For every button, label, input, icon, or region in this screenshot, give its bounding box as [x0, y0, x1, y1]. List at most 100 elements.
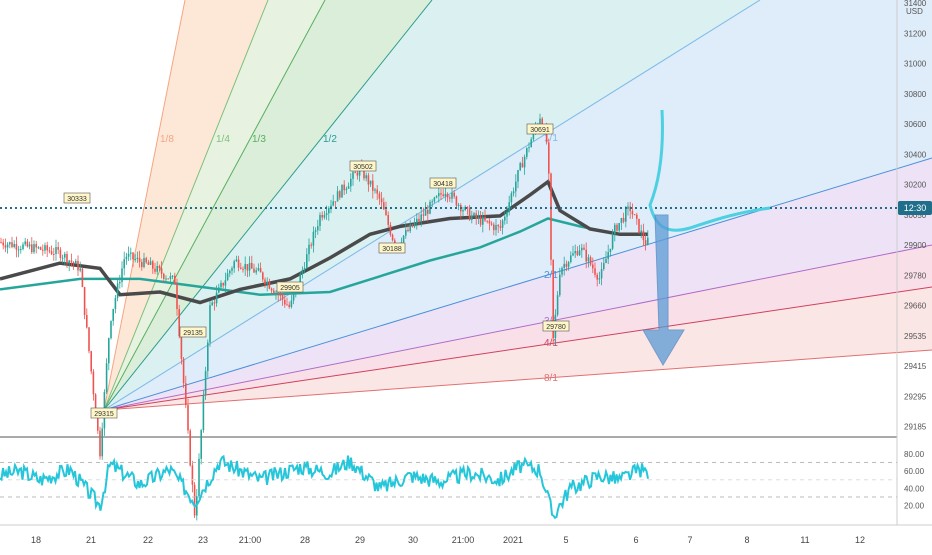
candle-body	[198, 458, 200, 497]
candle-body	[376, 189, 378, 194]
candle-body	[633, 214, 636, 216]
candle-body	[191, 465, 194, 485]
candle-body	[367, 175, 370, 185]
candle-body	[609, 248, 612, 253]
candle-body	[559, 274, 561, 296]
candle-body	[493, 224, 495, 231]
candle-body	[83, 286, 86, 316]
price-tick-label: 31200	[904, 29, 927, 38]
candle-body	[35, 244, 37, 248]
price-axis[interactable]: 31400 31200 31000 30800 30600 30400 30200 30050…	[904, 0, 927, 432]
candle-body	[0, 242, 2, 244]
candle-body	[50, 251, 53, 254]
price-label-box	[526, 123, 554, 135]
candle-body	[548, 142, 550, 174]
candle-body	[413, 222, 416, 227]
candle-body	[488, 220, 491, 224]
down-arrow-drawing[interactable]	[642, 214, 685, 366]
candle-body	[182, 358, 185, 384]
candle-body	[317, 226, 319, 231]
candle-body	[286, 304, 288, 306]
time-tick-label: 2021	[503, 535, 523, 545]
candle-body	[354, 172, 356, 174]
candle-body	[262, 272, 264, 280]
candle-body	[284, 299, 286, 305]
candle-body	[189, 430, 191, 466]
candle-body	[26, 241, 29, 247]
candle-body	[380, 198, 383, 203]
candle-body	[125, 256, 128, 260]
candle-body	[88, 327, 90, 352]
candle-body	[550, 173, 552, 260]
time-tick-label: 22	[143, 535, 153, 545]
time-tick-label: 12	[855, 535, 865, 545]
candle-body	[242, 268, 244, 270]
candle-body	[484, 216, 486, 221]
candle-body	[618, 223, 620, 231]
candle-body	[233, 261, 235, 269]
candle-body	[561, 267, 563, 275]
time-tick-label: 6	[633, 535, 638, 545]
candle-body	[20, 249, 22, 251]
price-tick-label: 29780	[904, 271, 927, 280]
candle-body	[356, 172, 359, 176]
candle-body	[259, 268, 262, 273]
candle-body	[495, 225, 497, 231]
candle-body	[323, 214, 326, 218]
gann-fan-line	[103, 157, 932, 411]
candle-body	[563, 263, 565, 268]
candle-body	[640, 230, 642, 233]
candle-body	[334, 201, 337, 203]
candle-body	[255, 270, 257, 273]
candle-body	[387, 214, 389, 225]
candle-body	[510, 193, 513, 203]
candle-body	[592, 264, 594, 269]
candle-body	[248, 262, 251, 271]
gann-fan-ratio-label: 2/1	[544, 270, 558, 281]
candle-body	[273, 290, 275, 294]
rsi-axis[interactable]: 80.00 60.00 40.00 20.00	[904, 450, 925, 511]
candle-body	[440, 193, 442, 195]
rsi-tick-label: 80.00	[904, 450, 925, 459]
candle-body	[449, 197, 451, 199]
candle-body	[127, 253, 130, 257]
price-label-text: 30502	[353, 164, 373, 171]
candle-body	[532, 130, 535, 140]
time-tick-label: 11	[800, 535, 809, 545]
candle-body	[345, 188, 348, 191]
candle-body	[451, 192, 453, 199]
candle-body	[644, 240, 647, 245]
price-tick-label: 30600	[904, 120, 927, 129]
candle-body	[244, 264, 246, 270]
candle-body	[156, 266, 158, 272]
candle-body	[171, 275, 174, 277]
candle-body	[391, 234, 394, 241]
candle-body	[600, 269, 603, 279]
candle-body	[9, 242, 11, 245]
candle-body	[321, 214, 323, 218]
candle-body	[90, 351, 92, 372]
gann-fan-line	[103, 286, 932, 411]
price-label-box	[378, 242, 406, 254]
candle-body	[209, 305, 211, 343]
candle-body	[446, 193, 449, 198]
candle-body	[405, 229, 407, 236]
price-label-box	[179, 326, 207, 338]
candle-body	[570, 255, 572, 262]
candle-body	[468, 208, 471, 220]
candle-body	[301, 269, 304, 275]
candle-body	[607, 252, 609, 259]
time-axis[interactable]: 18 21 22 23 21:00 28 29 30 21:00 2021 5 6 7 8 11 12	[31, 535, 865, 545]
candle-body	[116, 283, 119, 298]
price-label-box	[349, 160, 377, 172]
gann-fan-ratio-label: 1/4	[216, 134, 230, 145]
candle-body	[416, 218, 418, 223]
candle-body	[526, 148, 528, 157]
price-tick-label: 29660	[904, 302, 927, 311]
candle-body	[552, 259, 554, 338]
candle-body	[220, 282, 222, 288]
candle-body	[578, 250, 581, 256]
candle-body	[336, 191, 339, 202]
